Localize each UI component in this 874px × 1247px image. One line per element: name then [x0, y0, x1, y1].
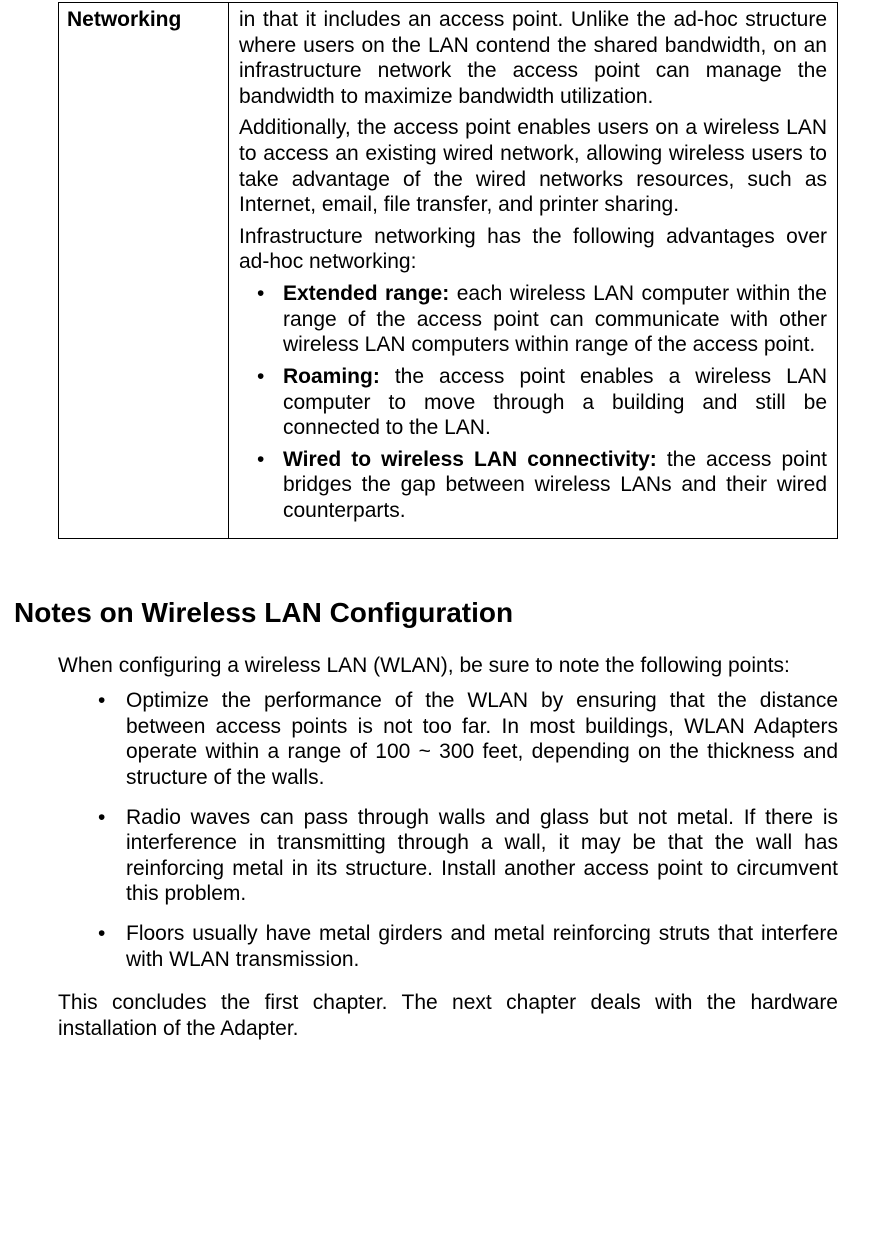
intro-paragraph: When configuring a wireless LAN (WLAN), … [58, 653, 838, 679]
table-para-3: Infrastructure networking has the follow… [239, 224, 827, 275]
list-item: Extended range: each wireless LAN comput… [281, 281, 827, 358]
table-left-cell: Networking [59, 3, 229, 539]
bullet-lead: Wired to wireless LAN connectivity: [283, 448, 657, 471]
closing-paragraph: This concludes the first chapter. The ne… [58, 990, 838, 1041]
table-para-1: in that it includes an access point. Unl… [239, 7, 827, 109]
bullet-lead: Extended range: [283, 282, 449, 305]
advantages-list: Extended range: each wireless LAN comput… [239, 281, 827, 523]
networking-table: Networking in that it includes an access… [58, 2, 838, 539]
list-item: Radio waves can pass through walls and g… [126, 805, 838, 907]
notes-list: Optimize the performance of the WLAN by … [84, 688, 838, 972]
list-item: Wired to wireless LAN connectivity: the … [281, 447, 827, 524]
section-heading: Notes on Wireless LAN Configuration [14, 597, 844, 629]
list-item: Optimize the performance of the WLAN by … [126, 688, 838, 790]
list-item: Floors usually have metal girders and me… [126, 921, 838, 972]
bullet-lead: Roaming: [283, 365, 380, 388]
table-right-cell: in that it includes an access point. Unl… [229, 3, 838, 539]
table-para-2: Additionally, the access point enables u… [239, 115, 827, 217]
table-left-heading: Networking [67, 8, 181, 31]
list-item: Roaming: the access point enables a wire… [281, 364, 827, 441]
